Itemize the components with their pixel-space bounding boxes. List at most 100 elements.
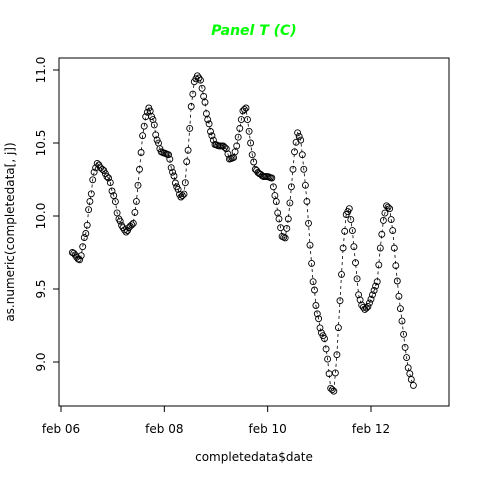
data-point <box>403 354 411 362</box>
data-point <box>309 278 317 286</box>
data-point <box>315 315 323 323</box>
data-point <box>294 129 302 137</box>
data-point <box>137 149 145 156</box>
data-point <box>106 179 114 187</box>
data-point <box>150 121 158 129</box>
data-point <box>328 386 336 394</box>
x-tick-label: feb 08 <box>145 422 183 436</box>
data-point <box>170 172 178 180</box>
data-point <box>303 197 311 205</box>
data-point <box>201 98 209 106</box>
data-point <box>149 116 157 124</box>
series-points <box>68 72 417 395</box>
data-point <box>396 305 404 313</box>
data-point <box>183 158 191 166</box>
data-point <box>80 234 88 242</box>
data-point <box>77 252 85 260</box>
data-point <box>350 243 358 251</box>
data-point <box>180 190 188 198</box>
data-point <box>338 270 345 278</box>
x-tick-label: feb 12 <box>352 422 390 436</box>
data-point <box>134 181 142 189</box>
data-point <box>387 216 395 224</box>
data-point <box>379 216 387 224</box>
data-point <box>300 165 308 173</box>
data-point <box>132 197 140 205</box>
data-point <box>121 226 128 234</box>
data-point <box>178 192 186 200</box>
data-point <box>353 275 361 283</box>
data-point <box>366 299 373 307</box>
data-point <box>316 324 324 332</box>
data-point <box>90 168 98 176</box>
data-point <box>274 209 282 217</box>
data-point <box>207 128 214 135</box>
data-point <box>352 259 359 267</box>
data-point <box>390 244 398 252</box>
data-point <box>306 241 314 249</box>
data-point <box>186 124 194 132</box>
data-point <box>348 227 356 235</box>
data-point <box>236 124 244 132</box>
data-point <box>111 198 119 206</box>
y-tick-label: 9.0 <box>34 352 48 371</box>
data-point <box>129 219 137 227</box>
data-point <box>86 197 94 205</box>
data-point <box>76 256 84 264</box>
data-point <box>295 132 303 140</box>
data-point <box>336 297 344 305</box>
data-point <box>345 205 353 213</box>
data-point <box>286 199 294 207</box>
data-point <box>275 215 283 223</box>
data-point <box>367 295 375 303</box>
data-point <box>287 183 295 191</box>
data-point <box>204 116 212 124</box>
data-point <box>221 143 229 151</box>
data-point <box>83 221 91 229</box>
data-point <box>291 148 298 156</box>
data-point <box>370 287 378 294</box>
data-point <box>311 286 318 294</box>
data-point <box>312 302 320 309</box>
data-point <box>347 216 355 224</box>
y-tick-label: 10.5 <box>34 130 48 157</box>
data-point <box>369 291 376 299</box>
data-point <box>281 234 289 242</box>
data-point <box>271 192 279 200</box>
data-point <box>373 278 381 286</box>
data-point <box>384 203 392 211</box>
x-axis-label: completedata$date <box>195 450 313 464</box>
data-point <box>174 185 182 193</box>
data-point <box>398 317 406 325</box>
data-point <box>139 132 147 140</box>
x-axis: feb 06 feb 08 feb 10 feb 12 <box>42 406 390 436</box>
data-point <box>321 335 328 343</box>
data-point <box>167 164 175 172</box>
data-point <box>105 174 112 182</box>
data-point <box>386 205 394 213</box>
plot-frame <box>58 57 450 407</box>
data-point <box>378 230 386 238</box>
data-point <box>87 190 95 198</box>
data-point <box>181 179 189 187</box>
data-point <box>245 127 253 135</box>
data-point <box>305 219 312 227</box>
data-point <box>297 136 305 144</box>
data-point <box>165 151 172 159</box>
y-tick-label: 10.0 <box>34 203 48 230</box>
data-point <box>333 351 341 359</box>
data-point <box>208 132 216 140</box>
data-point <box>85 206 93 214</box>
y-axis: 9.0 9.5 10.0 10.5 11.0 <box>34 57 59 372</box>
data-point <box>166 155 174 163</box>
data-point <box>341 227 349 235</box>
data-point <box>205 120 213 128</box>
data-point <box>240 105 248 113</box>
data-point <box>272 198 280 206</box>
data-point <box>381 209 389 217</box>
data-point <box>375 261 383 269</box>
y-tick-label: 11.0 <box>34 57 48 84</box>
data-point <box>404 364 412 372</box>
data-point <box>93 159 101 167</box>
data-point <box>393 277 401 285</box>
